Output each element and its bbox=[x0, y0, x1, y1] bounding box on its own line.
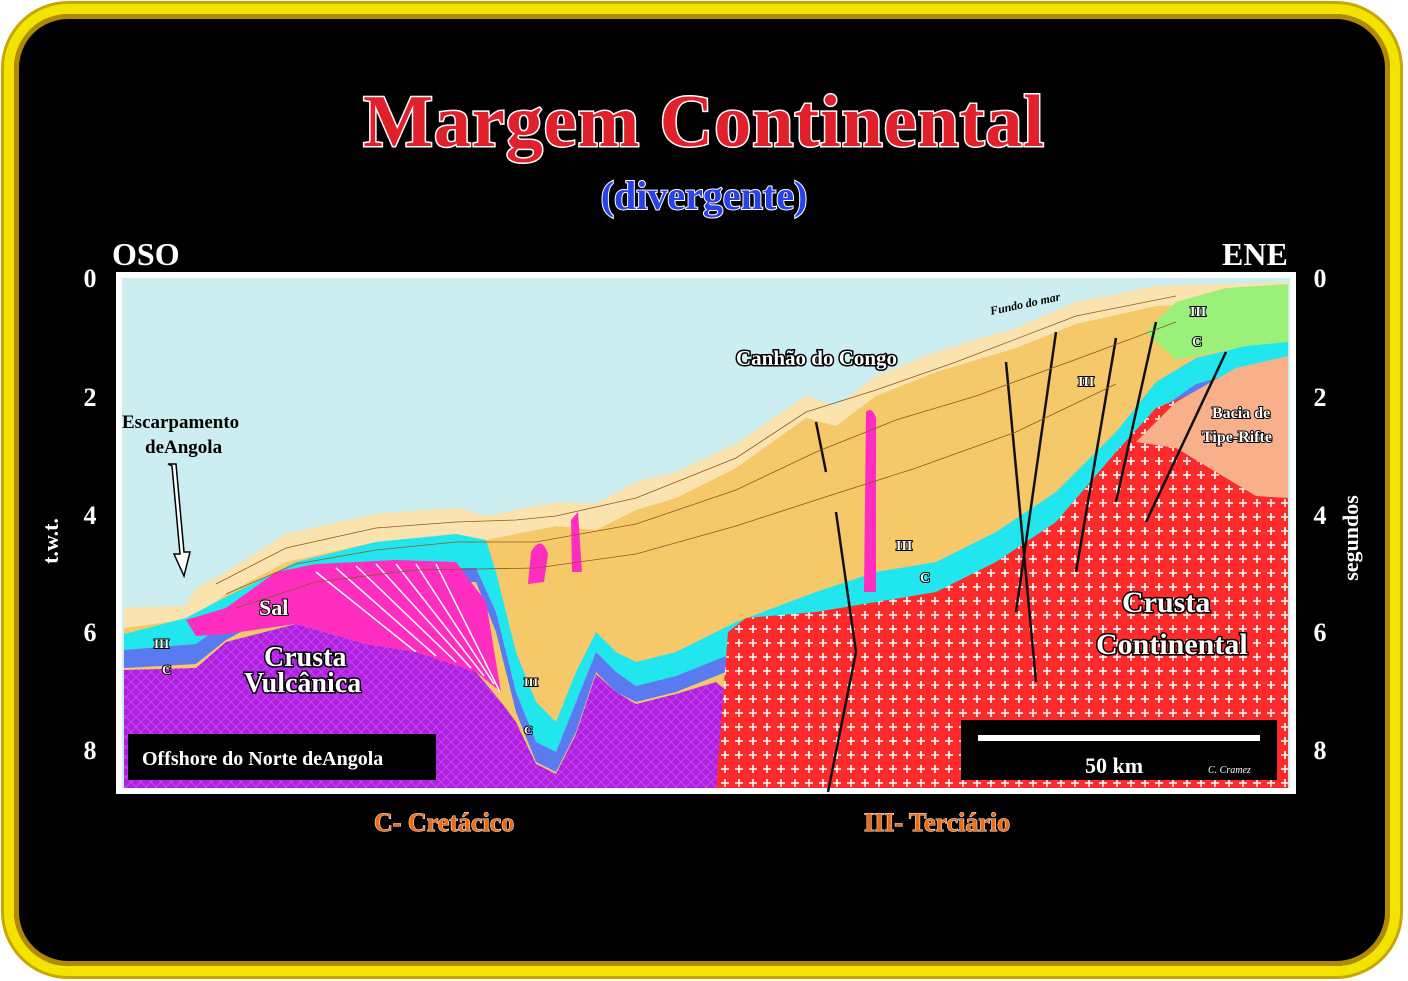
left-tick-4: 4 bbox=[83, 501, 97, 530]
salt-diapir-3 bbox=[571, 512, 582, 572]
crusta-vulc-label-1: Crusta bbox=[264, 642, 346, 673]
continental-crust bbox=[716, 368, 1288, 788]
offshore-label: Offshore do Norte deAngola bbox=[142, 748, 383, 770]
escarpamento-label-2: deAngola bbox=[145, 437, 223, 458]
scale-bar bbox=[978, 735, 1260, 741]
unit-iii-label: III bbox=[1078, 375, 1094, 390]
unit-c-label-2: C bbox=[1192, 335, 1202, 350]
author-label: C. Cramez bbox=[1208, 765, 1251, 776]
left-axis-label: t.w.t. bbox=[37, 518, 63, 564]
unit-c-label-3: C bbox=[162, 662, 171, 677]
crusta-cont-label-1: Crusta bbox=[1122, 586, 1210, 619]
unit-c-label: C bbox=[920, 571, 930, 586]
salt-layer bbox=[186, 560, 501, 692]
offshore-box bbox=[128, 734, 436, 780]
bacia-label-1: Bacia de bbox=[1212, 405, 1270, 422]
right-tick-4: 4 bbox=[1313, 501, 1327, 530]
right-tick-6: 6 bbox=[1313, 618, 1327, 647]
left-tick-0: 0 bbox=[83, 264, 97, 293]
legend-terciario: III- Terciário bbox=[863, 808, 1011, 838]
left-tick-6: 6 bbox=[83, 618, 97, 647]
escarpamento-arrow-icon bbox=[167, 463, 191, 579]
unit-iii-label-2: III bbox=[896, 539, 912, 554]
page-title: Margem Continental bbox=[362, 80, 1046, 165]
crusta-cont-label-2: Continental bbox=[1096, 628, 1248, 661]
green-upper-unit bbox=[1146, 284, 1288, 360]
direction-left: OSO bbox=[112, 236, 180, 272]
sal-label: Sal bbox=[259, 595, 288, 620]
cross-section-svg: Canhão do Congo Fundo do mar Sal Crusta … bbox=[122, 278, 1290, 793]
scale-box bbox=[961, 720, 1277, 780]
unit-iii-label-4: III bbox=[154, 636, 169, 651]
scale-label: 50 km bbox=[1085, 753, 1143, 778]
direction-right: ENE bbox=[1222, 236, 1288, 272]
left-tick-8: 8 bbox=[83, 736, 97, 765]
horizons bbox=[215, 295, 1177, 609]
rift-basin bbox=[1136, 356, 1288, 498]
crusta-vulc-label-2: Vulcânica bbox=[244, 668, 361, 699]
right-tick-2: 2 bbox=[1313, 383, 1327, 412]
canhao-label: Canhão do Congo bbox=[736, 346, 897, 370]
cross-section: Canhão do Congo Fundo do mar Sal Crusta … bbox=[116, 272, 1296, 794]
unit-iii-label-3: III bbox=[1190, 305, 1206, 320]
unit-iii-label-5: III bbox=[524, 675, 538, 689]
right-tick-0: 0 bbox=[1313, 264, 1327, 293]
bacia-label-2: Tipe-Rifte bbox=[1202, 429, 1272, 446]
fault-lines bbox=[814, 321, 1228, 793]
cretaceous-cyan-layer bbox=[124, 342, 1288, 752]
right-axis-label: segundos bbox=[1337, 495, 1363, 581]
salt-diapir-2 bbox=[528, 543, 548, 584]
left-tick-2: 2 bbox=[83, 383, 97, 412]
salt-diapir bbox=[864, 410, 876, 592]
right-tick-8: 8 bbox=[1313, 736, 1327, 765]
salt-streaks bbox=[315, 563, 501, 693]
legend-cretacico: C- Cretácico bbox=[373, 808, 515, 838]
escarpamento-label-1: Escarpamento bbox=[122, 412, 240, 433]
page-subtitle: (divergente) bbox=[600, 172, 809, 219]
unit-c-label-4: C bbox=[524, 723, 533, 737]
